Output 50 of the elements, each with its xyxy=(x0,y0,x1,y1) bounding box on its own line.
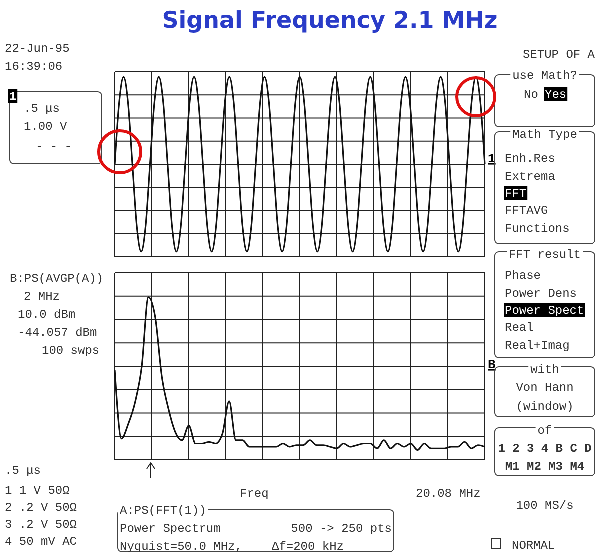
text: .5 μs xyxy=(5,464,42,478)
text: Yes xyxy=(545,88,567,102)
text: -44.057 dBm xyxy=(18,326,98,340)
text: Real xyxy=(505,321,534,335)
text: Nyquist=50.0 MHz, xyxy=(120,540,242,554)
text: Power Spect xyxy=(505,304,584,318)
text: 4 50 mV AC xyxy=(5,535,78,549)
chart-title: Signal Frequency 2.1 MHz xyxy=(162,8,498,34)
text: B:PS(AVGP(A)) xyxy=(10,272,104,286)
text: FFT xyxy=(505,187,527,201)
text: 10.0 dBm xyxy=(18,308,76,322)
text: Math Type xyxy=(512,128,578,142)
text: 2 .2 V 50Ω xyxy=(5,501,78,515)
text: Extrema xyxy=(505,170,556,184)
text: A:PS(FFT(1)) xyxy=(120,504,206,518)
text: - - - xyxy=(36,140,72,154)
text: 20.08 MHz xyxy=(416,487,481,501)
text: 3 .2 V 50Ω xyxy=(5,518,78,532)
text: use Math? xyxy=(512,69,578,83)
text: with xyxy=(530,363,560,377)
text: Enh.Res xyxy=(505,152,556,166)
text: Power Dens xyxy=(505,287,578,301)
text: 500 -> 250 pts xyxy=(291,522,392,536)
text: B xyxy=(488,358,496,372)
text: 22-Jun-95 xyxy=(5,42,70,56)
text: 1.00 V xyxy=(24,120,68,134)
text: Phase xyxy=(505,269,542,283)
text: Functions xyxy=(505,222,570,236)
text: 1 xyxy=(488,152,496,166)
text: NORMAL xyxy=(512,539,556,553)
text: Real+Imag xyxy=(505,339,570,353)
text: 1 2 3 4 B C D xyxy=(498,442,592,456)
text: Freq xyxy=(240,487,269,501)
text: 2 MHz xyxy=(24,290,60,304)
text: M1 M2 M3 M4 xyxy=(505,460,585,474)
text: FFT result xyxy=(508,248,582,262)
text: Δf=200 kHz xyxy=(272,540,344,554)
text: of xyxy=(538,424,552,438)
text: 16:39:06 xyxy=(5,60,63,74)
text: 1 xyxy=(9,90,17,104)
text: No xyxy=(524,88,538,102)
text: Power Spectrum xyxy=(120,522,221,536)
text: SETUP OF A xyxy=(522,48,596,62)
text: .5 μs xyxy=(24,102,60,116)
text: FFTAVG xyxy=(505,204,548,218)
text: 1 1 V 50Ω xyxy=(5,484,70,498)
text: (window) xyxy=(516,400,574,414)
text: Von Hann xyxy=(516,381,574,395)
text: 100 swps xyxy=(42,344,100,358)
text: 100 MS/s xyxy=(516,499,574,513)
